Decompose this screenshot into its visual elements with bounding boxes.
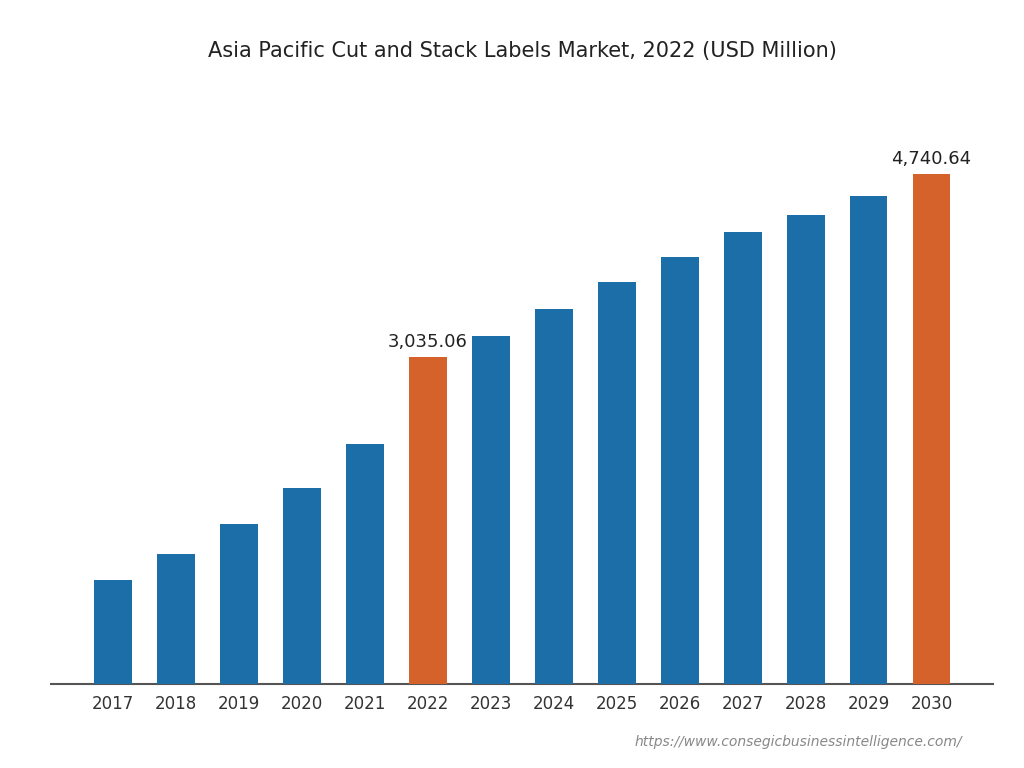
- Bar: [346, 444, 384, 684]
- Bar: [409, 357, 446, 684]
- Bar: [786, 215, 824, 684]
- Bar: [283, 488, 321, 684]
- Bar: [660, 257, 698, 684]
- Text: 4,740.64: 4,740.64: [892, 150, 972, 168]
- Text: https://www.consegicbusinessintelligence.com/: https://www.consegicbusinessintelligence…: [635, 735, 963, 749]
- Bar: [94, 581, 132, 684]
- Text: 3,035.06: 3,035.06: [388, 333, 468, 351]
- Bar: [912, 174, 950, 684]
- Bar: [220, 525, 258, 684]
- Bar: [598, 283, 636, 684]
- Bar: [535, 310, 572, 684]
- Bar: [157, 554, 195, 684]
- Title: Asia Pacific Cut and Stack Labels Market, 2022 (USD Million): Asia Pacific Cut and Stack Labels Market…: [208, 41, 837, 61]
- Bar: [724, 232, 762, 684]
- Bar: [850, 197, 888, 684]
- Bar: [472, 336, 510, 684]
